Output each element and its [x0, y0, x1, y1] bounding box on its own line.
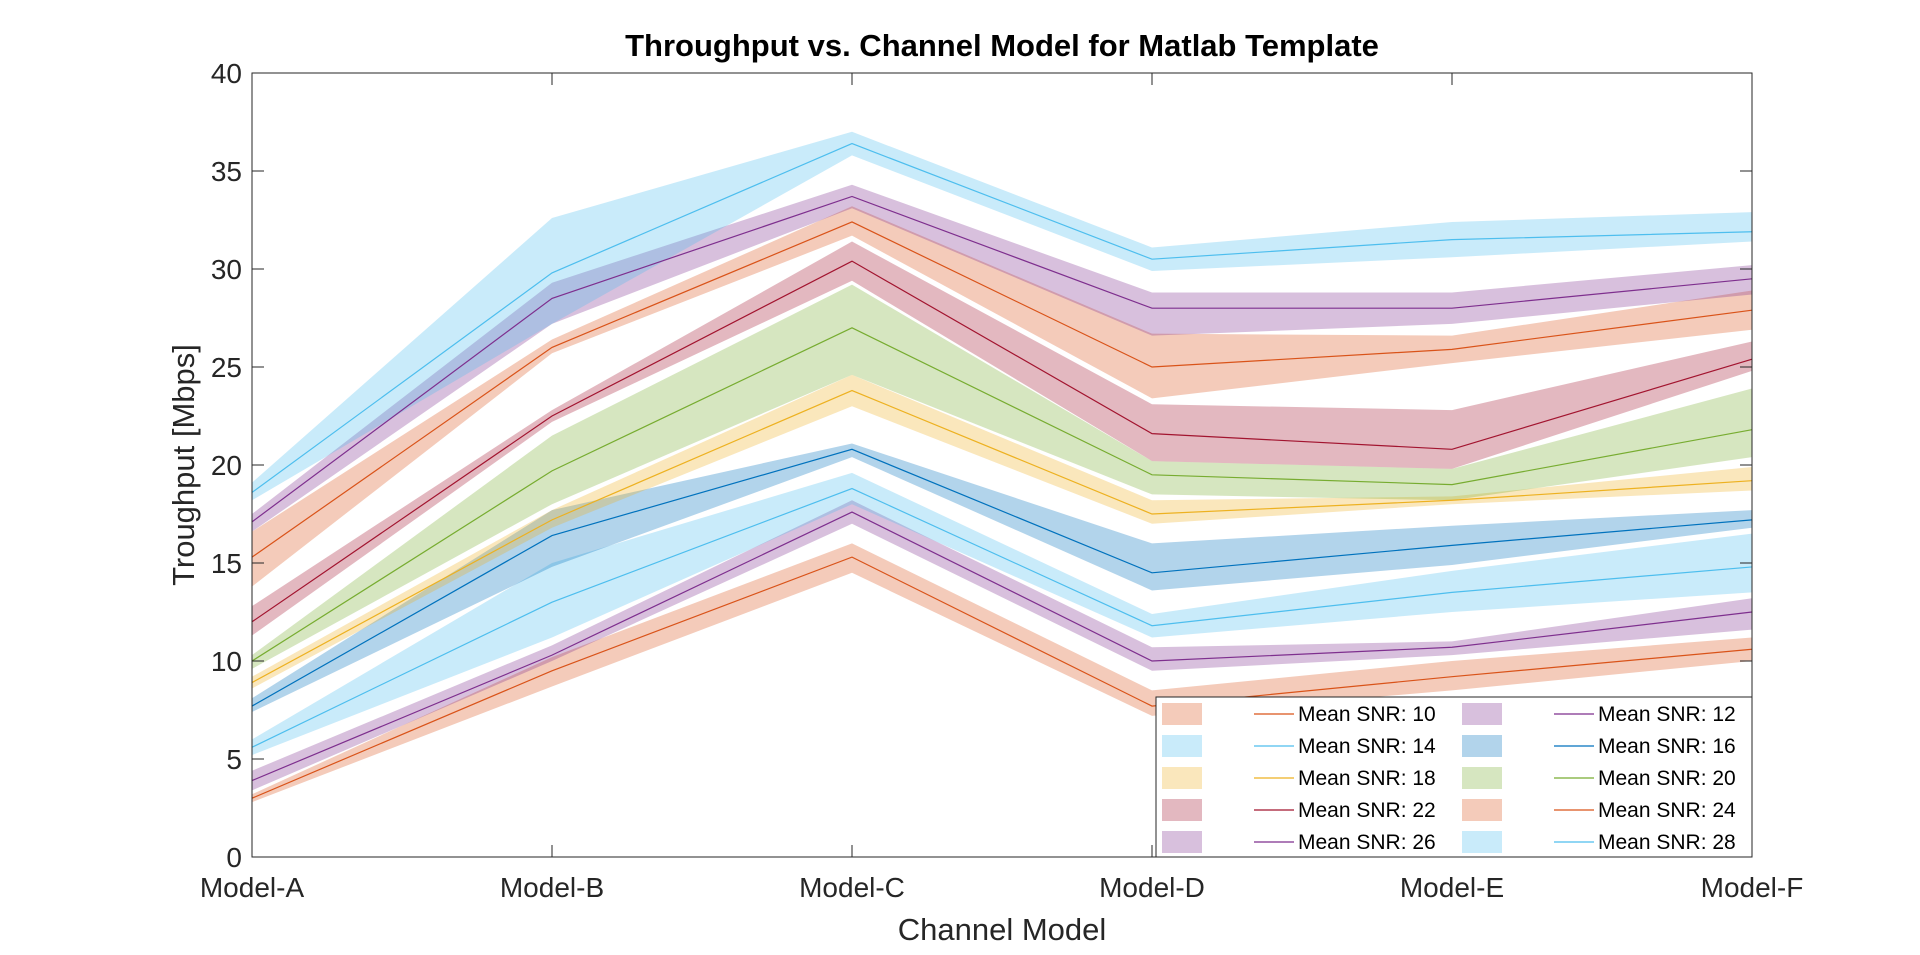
legend-entry-mean-snr-24: Mean SNR: 24 [1462, 799, 1736, 822]
mean-lines [251, 142, 1753, 799]
y-tick-label-25: 25 [211, 352, 242, 383]
legend-entry-mean-snr-18: Mean SNR: 18 [1162, 767, 1436, 790]
y-tick-label-5: 5 [226, 744, 242, 775]
y-axis-ticks: 0 5 10 15 20 25 30 35 40 [211, 58, 1752, 873]
legend-label: Mean SNR: 28 [1598, 831, 1736, 854]
y-tick-label-35: 35 [211, 156, 242, 187]
y-tick-label-0: 0 [226, 842, 242, 873]
legend-entry-mean-snr-10: Mean SNR: 10 [1162, 703, 1436, 726]
line-mean-snr-20 [251, 327, 1753, 662]
legend-entry-mean-snr-20: Mean SNR: 20 [1462, 767, 1736, 790]
band-mean-snr-26 [252, 184, 1752, 532]
legend-entry-mean-snr-16: Mean SNR: 16 [1462, 735, 1736, 758]
y-tick-label-40: 40 [211, 58, 242, 89]
legend-band-swatch [1462, 831, 1502, 853]
legend-band-swatch [1462, 735, 1502, 757]
band-mean-snr-10 [252, 543, 1752, 803]
line-mean-snr-28 [251, 142, 1753, 493]
x-axis-ticks: Model-A Model-B Model-C Model-D Model-E Model… [200, 73, 1803, 903]
legend-entry-mean-snr-12: Mean SNR: 12 [1462, 703, 1736, 726]
legend-band-swatch [1462, 703, 1502, 725]
x-tick-label-model-f: Model-F [1701, 872, 1804, 903]
line-mean-snr-14 [251, 487, 1753, 748]
legend-label: Mean SNR: 26 [1298, 831, 1436, 854]
x-tick-label-model-a: Model-A [200, 872, 305, 903]
confidence-bands [252, 131, 1752, 803]
line-mean-snr-16 [251, 448, 1753, 707]
line-mean-snr-22 [251, 260, 1753, 623]
y-axis-label: Troughput [Mbps] [166, 344, 201, 586]
band-mean-snr-28 [252, 131, 1752, 501]
line-mean-snr-18 [251, 389, 1753, 684]
line-mean-snr-26 [251, 195, 1753, 523]
legend-label: Mean SNR: 24 [1598, 799, 1736, 822]
band-mean-snr-24 [252, 206, 1752, 587]
y-tick-label-10: 10 [211, 646, 242, 677]
legend-band-swatch [1162, 703, 1202, 725]
band-mean-snr-12 [252, 500, 1752, 791]
legend-label: Mean SNR: 12 [1598, 703, 1736, 726]
x-tick-label-model-b: Model-B [500, 872, 604, 903]
legend-band-swatch [1162, 831, 1202, 853]
line-mean-snr-12 [251, 511, 1753, 782]
y-tick-label-15: 15 [211, 548, 242, 579]
legend-label: Mean SNR: 18 [1298, 767, 1436, 790]
x-tick-label-model-e: Model-E [1400, 872, 1504, 903]
y-tick-label-30: 30 [211, 254, 242, 285]
legend-band-swatch [1462, 767, 1502, 789]
legend-band-swatch [1162, 767, 1202, 789]
x-tick-label-model-d: Model-D [1099, 872, 1205, 903]
legend-entry-mean-snr-28: Mean SNR: 28 [1462, 831, 1736, 854]
legend-label: Mean SNR: 14 [1298, 735, 1436, 758]
legend: Mean SNR: 10 Mean SNR: 12 Mean SNR: 14 Mean… [1155, 696, 1753, 858]
legend-label: Mean SNR: 20 [1598, 767, 1736, 790]
legend-band-swatch [1162, 799, 1202, 821]
legend-label: Mean SNR: 10 [1298, 703, 1436, 726]
x-tick-label-model-c: Model-C [799, 872, 905, 903]
band-mean-snr-20 [252, 284, 1752, 669]
legend-entry-mean-snr-26: Mean SNR: 26 [1162, 831, 1436, 854]
line-mean-snr-24 [251, 221, 1753, 558]
legend-band-swatch [1462, 799, 1502, 821]
chart-title: Throughput vs. Channel Model for Matlab … [625, 28, 1379, 63]
legend-box [1155, 696, 1753, 858]
band-mean-snr-16 [252, 443, 1752, 712]
x-axis-label: Channel Model [898, 912, 1107, 947]
legend-entry-mean-snr-14: Mean SNR: 14 [1162, 735, 1436, 758]
legend-label: Mean SNR: 22 [1298, 799, 1436, 822]
y-tick-label-20: 20 [211, 450, 242, 481]
band-mean-snr-14 [252, 472, 1752, 756]
legend-label: Mean SNR: 16 [1598, 735, 1736, 758]
band-mean-snr-22 [252, 241, 1752, 636]
legend-band-swatch [1162, 735, 1202, 757]
line-mean-snr-10 [251, 556, 1753, 799]
band-mean-snr-18 [252, 374, 1752, 689]
legend-entry-mean-snr-22: Mean SNR: 22 [1162, 799, 1436, 822]
